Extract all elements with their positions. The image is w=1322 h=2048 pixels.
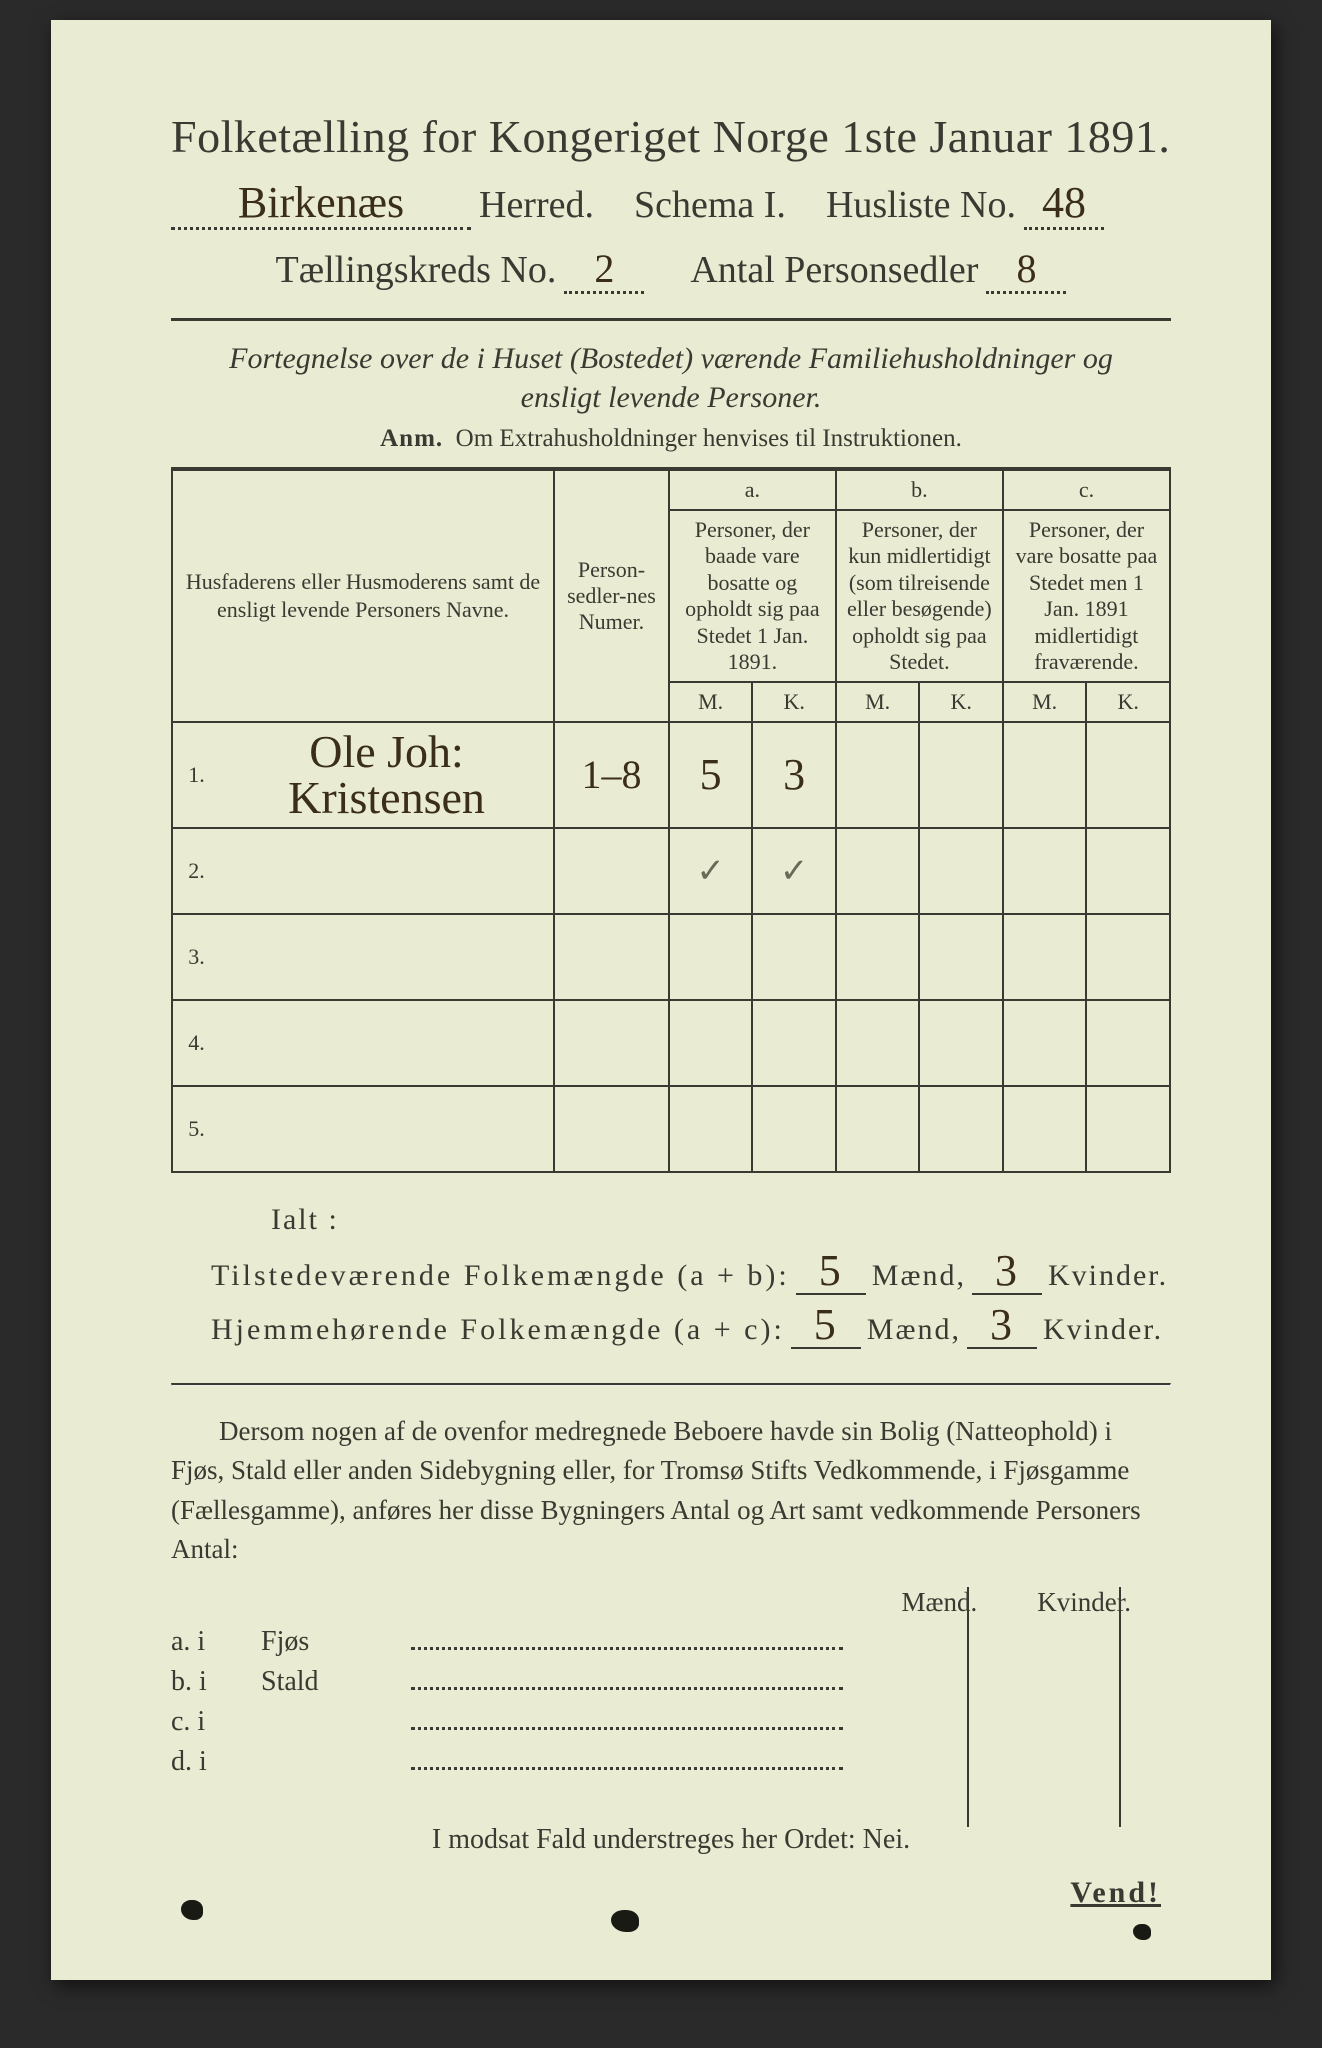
col-c-m: M.: [1003, 682, 1087, 722]
row-c-m: [1003, 722, 1087, 828]
col-names-text: Husfaderens eller Husmoderens samt de en…: [186, 569, 540, 623]
header-row-2: Tællingskreds No. 2 Antal Personsedler 8: [171, 248, 1171, 294]
vend-label: Vend!: [1070, 1876, 1161, 1910]
totals-2-k: 3: [967, 1303, 1037, 1349]
row-num: 2.: [172, 828, 220, 914]
col-a-k: K.: [752, 682, 836, 722]
census-form-page: Folketælling for Kongeriget Norge 1ste J…: [51, 20, 1271, 1980]
vline-icon: [967, 1587, 969, 1827]
ink-blot-icon: [1133, 1924, 1151, 1940]
row-name: Ole Joh: Kristensen: [220, 722, 554, 828]
ink-blot-icon: [181, 1900, 203, 1920]
row-a-m: ✓: [669, 828, 753, 914]
bldg-tag: c. i: [171, 1706, 261, 1738]
row-sedler: [554, 828, 669, 914]
col-names: Husfaderens eller Husmoderens samt de en…: [172, 469, 554, 722]
col-c-letter: c.: [1003, 469, 1170, 510]
row-num: 4.: [172, 1000, 220, 1086]
bldg-tag: a. i: [171, 1626, 261, 1658]
col-c-k: K.: [1086, 682, 1170, 722]
table-row: 4.: [172, 1000, 1170, 1086]
totals-line-1: Tilstedeværende Folkemængde (a + b): 5 M…: [211, 1249, 1171, 1295]
tick-mark: ✓: [780, 853, 809, 890]
col-b-letter: b.: [836, 469, 1003, 510]
kreds-label: Tællingskreds No.: [276, 248, 557, 292]
row-name-text: Ole Joh: Kristensen: [288, 726, 485, 823]
personsedler-value: 8: [986, 249, 1066, 294]
totals-1-label: Tilstedeværende Folkemængde (a + b):: [211, 1259, 790, 1293]
row-a-m: 5: [669, 722, 753, 828]
bldg-tag: d. i: [171, 1746, 261, 1778]
anm-line: Anm. Om Extrahusholdninger henvises til …: [171, 425, 1171, 453]
household-table: Husfaderens eller Husmoderens samt de en…: [171, 467, 1171, 1173]
husliste-label: Husliste No.: [826, 183, 1016, 227]
header-row-1: Birkenæs Herred. Schema I. Husliste No. …: [171, 181, 1171, 230]
building-paragraph: Dersom nogen af de ovenfor medregnede Be…: [171, 1412, 1171, 1569]
col-a-m: M.: [669, 682, 753, 722]
divider: [171, 318, 1171, 321]
totals-1-k: 3: [972, 1249, 1042, 1295]
table-row: 5.: [172, 1086, 1170, 1172]
row-c-k: [1086, 722, 1170, 828]
herred-value: Birkenæs: [171, 181, 471, 230]
page-title: Folketælling for Kongeriget Norge 1ste J…: [171, 110, 1171, 163]
row-num: 1.: [172, 722, 220, 828]
col-a-letter: a.: [669, 469, 836, 510]
nei-line: I modsat Fald understreges her Ordet: Ne…: [171, 1824, 1171, 1856]
col-sedler: Person-sedler-nes Numer.: [554, 469, 669, 722]
row-num: 3.: [172, 914, 220, 1000]
table-row: 2. ✓ ✓: [172, 828, 1170, 914]
dotted-line: [411, 1726, 843, 1730]
totals-2-m: 5: [791, 1303, 861, 1349]
bldg-tag: b. i: [171, 1666, 261, 1698]
totals-2-label: Hjemmehørende Folkemængde (a + c):: [211, 1313, 785, 1347]
row-a-k-text: 3: [783, 750, 805, 799]
kvinder-label: Kvinder.: [1048, 1259, 1168, 1293]
husliste-value: 48: [1024, 181, 1104, 230]
building-block: Mænd. Kvinder. a. i Fjøs b. i Stald c. i…: [171, 1587, 1171, 1778]
anm-text: Om Extrahusholdninger henvises til Instr…: [456, 425, 962, 452]
totals-1-m: 5: [796, 1249, 866, 1295]
dotted-line: [411, 1646, 843, 1650]
maend-label: Mænd,: [867, 1313, 961, 1347]
maend-label: Mænd,: [872, 1259, 966, 1293]
building-columns: [887, 1587, 1141, 1778]
kvinder-label: Kvinder.: [1043, 1313, 1163, 1347]
row-name: [220, 828, 554, 914]
dotted-line: [411, 1686, 843, 1690]
totals-line-2: Hjemmehørende Folkemængde (a + c): 5 Mæn…: [211, 1303, 1171, 1349]
divider: [171, 1383, 1171, 1386]
dotted-line: [411, 1766, 843, 1770]
kreds-value: 2: [564, 249, 644, 294]
row-num: 5.: [172, 1086, 220, 1172]
col-b-m: M.: [836, 682, 920, 722]
row-sedler-text: 1–8: [581, 752, 641, 797]
anm-label: Anm.: [380, 425, 443, 452]
row-b-k: [919, 722, 1003, 828]
personsedler-label: Antal Personsedler: [690, 248, 978, 292]
bldg-kw: Fjøs: [261, 1626, 411, 1658]
herred-label: Herred.: [479, 183, 594, 227]
table-row: 3.: [172, 914, 1170, 1000]
schema-label: Schema I.: [634, 183, 786, 227]
intro-text: Fortegnelse over de i Huset (Bostedet) v…: [211, 339, 1131, 417]
row-sedler: 1–8: [554, 722, 669, 828]
table-row: 1. Ole Joh: Kristensen 1–8 5 3: [172, 722, 1170, 828]
row-a-k: 3: [752, 722, 836, 828]
col-c-desc: Personer, der vare bosatte paa Stedet me…: [1003, 510, 1170, 682]
col-b-k: K.: [919, 682, 1003, 722]
vline-icon: [1119, 1587, 1121, 1827]
ialt-label: Ialt :: [271, 1203, 1171, 1237]
tick-mark: ✓: [696, 853, 725, 890]
row-a-k: ✓: [752, 828, 836, 914]
ink-blot-icon: [611, 1910, 639, 1932]
row-a-m-text: 5: [700, 750, 722, 799]
bldg-kw: Stald: [261, 1666, 411, 1698]
row-b-m: [836, 722, 920, 828]
col-b-desc: Personer, der kun midlertidigt (som tilr…: [836, 510, 1003, 682]
col-a-desc: Personer, der baade vare bosatte og opho…: [669, 510, 836, 682]
